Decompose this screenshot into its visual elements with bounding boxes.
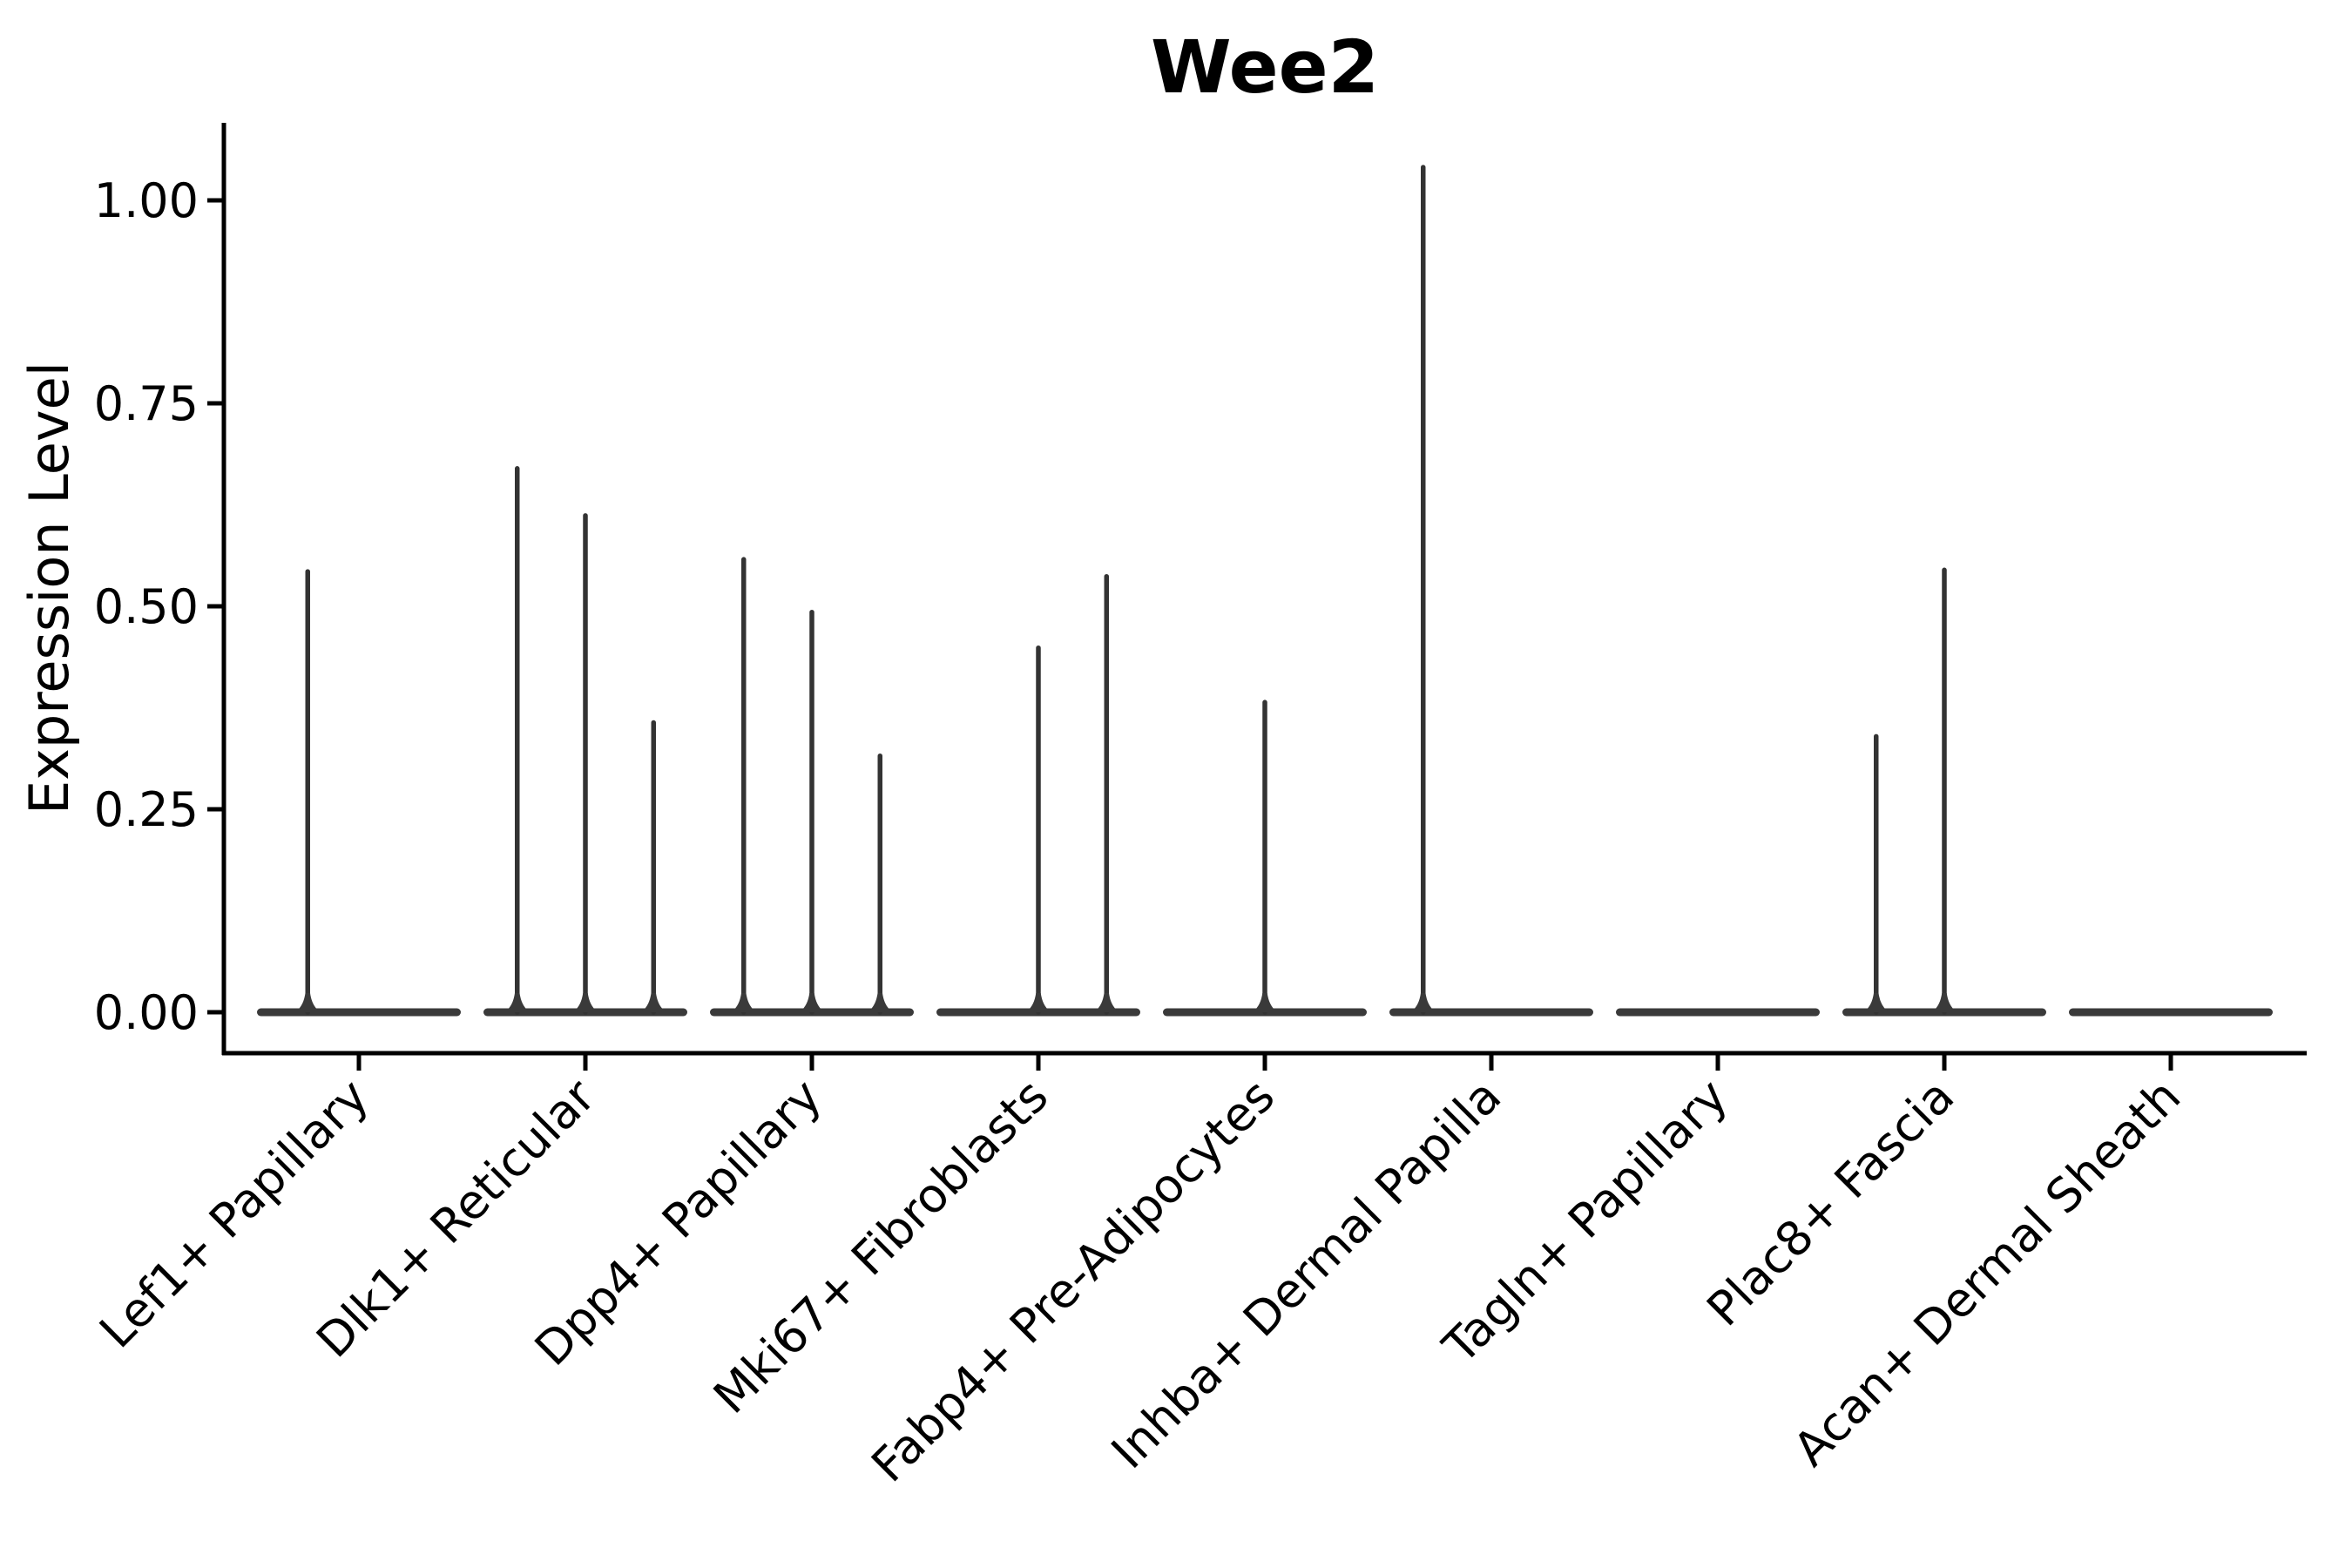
violin-spike-base <box>640 993 667 1012</box>
violin-spike-base <box>1025 993 1051 1012</box>
x-category-label: Fabp4+ Pre-Adipocytes <box>861 1069 1285 1493</box>
violin-spike-base <box>1409 993 1436 1012</box>
violin-spike-base <box>1931 993 1957 1012</box>
y-tick-label: 0.75 <box>94 376 199 431</box>
violin-spike-base <box>1252 993 1278 1012</box>
violin-spike-base <box>504 993 531 1012</box>
violin-spike-base <box>1862 993 1889 1012</box>
y-tick-label: 0.25 <box>94 782 199 837</box>
violin-spike-base <box>294 993 321 1012</box>
violin-spike-base <box>572 993 598 1012</box>
x-category-label: Acan+ Dermal Sheath <box>1783 1069 2191 1477</box>
x-category-label: Inhba+ Dermal Papilla <box>1101 1069 1511 1479</box>
y-tick-label: 0.50 <box>94 579 199 634</box>
violin-spike-base <box>799 993 825 1012</box>
y-axis-label: Expression Level <box>17 362 81 814</box>
y-tick-label: 1.00 <box>94 173 199 228</box>
y-tick-label: 0.00 <box>94 985 199 1040</box>
chart-title: Wee2 <box>1151 24 1379 110</box>
violin-spike-base <box>1093 993 1120 1012</box>
violin-spike-base <box>867 993 894 1012</box>
violin-spike-base <box>730 993 757 1012</box>
